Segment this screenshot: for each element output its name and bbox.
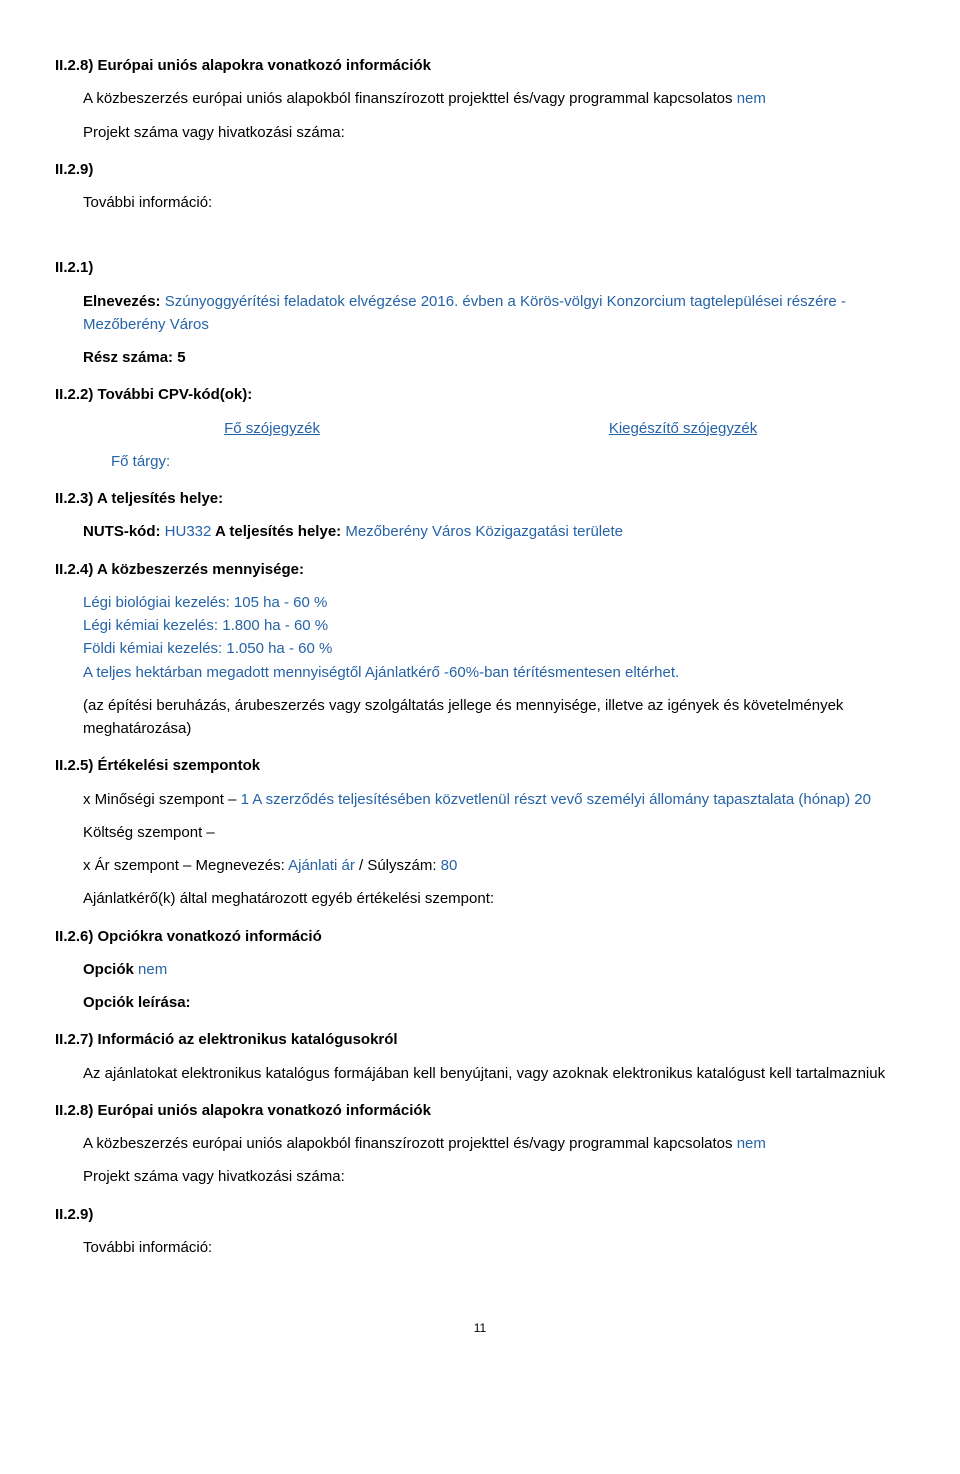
heading-ii-2-9-top: II.2.9): [55, 158, 905, 181]
section-ii-2-1: II.2.1) Elnevezés: Szúnyoggyérítési fela…: [55, 256, 905, 369]
extra-glossary-header: Kiegészítő szójegyzék: [461, 417, 905, 440]
section-ii-2-6: II.2.6) Opciókra vonatkozó információ Op…: [55, 925, 905, 1015]
section-ii-2-7: II.2.7) Információ az elektronikus katal…: [55, 1028, 905, 1085]
designation-label: Elnevezés:: [83, 293, 165, 310]
designation-block: Elnevezés: Szúnyoggyérítési feladatok el…: [55, 290, 905, 337]
price-criterion: x Ár szempont – Megnevezés: Ajánlati ár …: [55, 854, 905, 877]
other-criterion: Ajánlatkérő(k) által meghatározott egyéb…: [55, 887, 905, 910]
ecatalog-text: Az ajánlatokat elektronikus katalógus fo…: [55, 1062, 905, 1085]
qty-note: (az építési beruházás, árubeszerzés vagy…: [55, 694, 905, 741]
heading-ii-2-9: II.2.9): [55, 1203, 905, 1226]
section-ii-2-9-top: II.2.9) További információ:: [55, 158, 905, 215]
nuts-code: HU332: [165, 523, 212, 540]
quality-value: 1 A szerződés teljesítésében közvetlenül…: [241, 791, 871, 808]
weight-label: / Súlyszám:: [355, 857, 441, 874]
eu-funds-text: A közbeszerzés európai uniós alapokból f…: [83, 90, 737, 107]
project-number-label-top: Projekt száma vagy hivatkozási száma:: [55, 121, 905, 144]
price-prefix: x Ár szempont – Megnevezés:: [83, 857, 288, 874]
qty-line-1: Légi biológiai kezelés: 105 ha - 60 %: [55, 591, 905, 614]
nuts-label: NUTS-kód:: [83, 523, 165, 540]
heading-ii-2-2: II.2.2) További CPV-kód(ok):: [55, 383, 905, 406]
heading-ii-2-4: II.2.4) A közbeszerzés mennyisége:: [55, 558, 905, 581]
main-subject-label: Fő tárgy:: [55, 450, 905, 473]
options-desc-label: Opciók leírása:: [55, 991, 905, 1014]
eu-funds-text-2: A közbeszerzés európai uniós alapokból f…: [83, 1135, 737, 1152]
heading-ii-2-3: II.2.3) A teljesítés helye:: [55, 487, 905, 510]
eu-funds-value-2: nem: [737, 1135, 766, 1152]
section-ii-2-4: II.2.4) A közbeszerzés mennyisége: Légi …: [55, 558, 905, 741]
heading-ii-2-6: II.2.6) Opciókra vonatkozó információ: [55, 925, 905, 948]
quality-prefix: x Minőségi szempont –: [83, 791, 241, 808]
eu-funds-statement-top: A közbeszerzés európai uniós alapokból f…: [55, 87, 905, 110]
quality-criterion: x Minőségi szempont – 1 A szerződés telj…: [55, 788, 905, 811]
qty-line-2: Légi kémiai kezelés: 1.800 ha - 60 %: [55, 614, 905, 637]
main-glossary-header: Fő szójegyzék: [83, 417, 461, 440]
heading-ii-2-7: II.2.7) Információ az elektronikus katal…: [55, 1028, 905, 1051]
section-ii-2-8: II.2.8) Európai uniós alapokra vonatkozó…: [55, 1099, 905, 1189]
section-ii-2-3: II.2.3) A teljesítés helye: NUTS-kód: HU…: [55, 487, 905, 544]
page-number: 11: [55, 1319, 905, 1338]
section-ii-2-9: II.2.9) További információ:: [55, 1203, 905, 1260]
section-ii-2-5: II.2.5) Értékelési szempontok x Minőségi…: [55, 754, 905, 910]
section-ii-2-8-top: II.2.8) Európai uniós alapokra vonatkozó…: [55, 54, 905, 144]
options-line: Opciók nem: [55, 958, 905, 981]
heading-ii-2-8-top: II.2.8) Európai uniós alapokra vonatkozó…: [55, 54, 905, 77]
cost-criterion: Költség szempont –: [55, 821, 905, 844]
place-label: A teljesítés helye:: [211, 523, 345, 540]
part-number: Rész száma: 5: [55, 346, 905, 369]
price-value: Ajánlati ár: [288, 857, 355, 874]
project-number-label: Projekt száma vagy hivatkozási száma:: [55, 1165, 905, 1188]
further-info-top: További információ:: [55, 191, 905, 214]
eu-funds-value: nem: [737, 90, 766, 107]
qty-line-4: A teljes hektárban megadott mennyiségtől…: [55, 661, 905, 684]
qty-line-3: Földi kémiai kezelés: 1.050 ha - 60 %: [55, 637, 905, 660]
options-value: nem: [138, 961, 167, 978]
eu-funds-statement: A közbeszerzés európai uniós alapokból f…: [55, 1132, 905, 1155]
heading-ii-2-8: II.2.8) Európai uniós alapokra vonatkozó…: [55, 1099, 905, 1122]
heading-ii-2-1: II.2.1): [55, 256, 905, 279]
section-ii-2-2: II.2.2) További CPV-kód(ok): Fő szójegyz…: [55, 383, 905, 473]
designation-value: Szúnyoggyérítési feladatok elvégzése 201…: [83, 293, 846, 333]
glossary-header-row: Fő szójegyzék Kiegészítő szójegyzék: [55, 417, 905, 440]
place-value: Mezőberény Város Közigazgatási területe: [345, 523, 623, 540]
heading-ii-2-5: II.2.5) Értékelési szempontok: [55, 754, 905, 777]
further-info: További információ:: [55, 1236, 905, 1259]
options-label: Opciók: [83, 961, 138, 978]
weight-value: 80: [441, 857, 458, 874]
nuts-line: NUTS-kód: HU332 A teljesítés helye: Mező…: [55, 520, 905, 543]
